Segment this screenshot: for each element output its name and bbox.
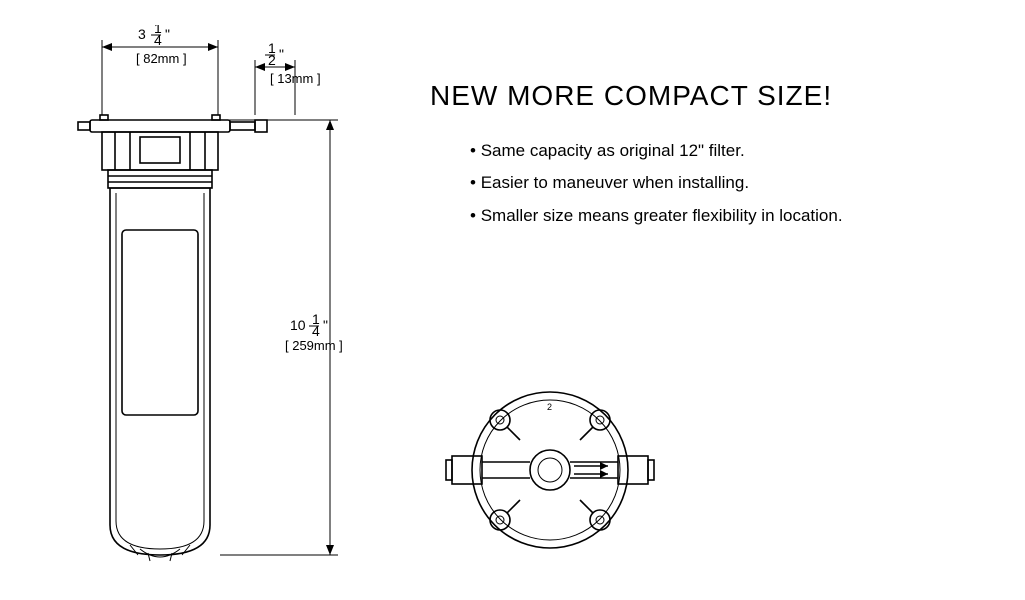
page: 3 1 4 " [ 82mm ] 1 2 " [ 13mm ]: [0, 0, 1025, 600]
dim-height-unit: ": [323, 317, 328, 333]
bullet-item: Same capacity as original 12" filter.: [470, 135, 843, 167]
headline: NEW MORE COMPACT SIZE!: [430, 80, 832, 112]
dim-offset-den: 2: [268, 52, 276, 68]
dim-width: 3 1 4 " [ 82mm ]: [102, 25, 218, 115]
dim-offset: 1 2 " [ 13mm ]: [255, 40, 321, 115]
dim-height-mm: [ 259mm ]: [285, 338, 343, 353]
dim-offset-unit: ": [279, 46, 284, 62]
filter-front-view: [78, 115, 267, 561]
dim-height-den: 4: [312, 323, 320, 339]
front-view-diagram: 3 1 4 " [ 82mm ] 1 2 " [ 13mm ]: [60, 25, 380, 585]
dim-width-unit: ": [165, 26, 170, 42]
bullet-item: Easier to maneuver when installing.: [470, 167, 843, 199]
svg-text:2: 2: [547, 402, 552, 412]
feature-bullets: Same capacity as original 12" filter. Ea…: [470, 135, 843, 232]
dim-width-whole: 3: [138, 26, 146, 42]
dim-width-den: 4: [154, 32, 162, 48]
dim-height: 10 1 4 " [ 259mm ]: [220, 120, 343, 555]
dim-offset-mm: [ 13mm ]: [270, 71, 321, 86]
dim-height-whole: 10: [290, 317, 306, 333]
dim-width-mm: [ 82mm ]: [136, 51, 187, 66]
top-view-diagram: 2: [440, 370, 660, 570]
bullet-item: Smaller size means greater flexibility i…: [470, 200, 843, 232]
